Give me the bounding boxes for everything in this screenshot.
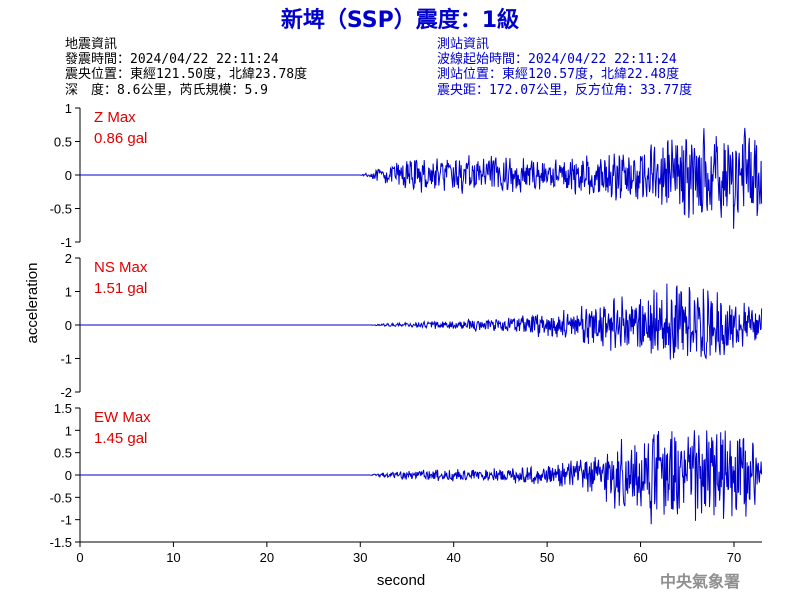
- earthquake-info: 地震資訊 發震時間：2024/04/22 22:11:24 震央位置：東經121…: [65, 37, 307, 98]
- x-tick-label: 40: [446, 550, 460, 565]
- max-value-label: 1.51 gal: [94, 280, 147, 297]
- y-tick-label: 1.5: [54, 401, 72, 416]
- y-tick-label: -2: [60, 385, 72, 400]
- waveform-panels: 1 0.5 0 -0.5 -1 Z Max 0.86 gal 2 1 0 -1 -2 NS Max 1.5…: [50, 101, 763, 550]
- y-tick-label: 1: [65, 101, 72, 116]
- y-axis-label: acceleration: [24, 263, 41, 344]
- x-tick-label: 50: [540, 550, 554, 565]
- x-axis-label: second: [377, 572, 425, 589]
- epicenter-location: 震央位置：東經121.50度，北緯23.78度: [65, 66, 307, 82]
- max-component-label: EW Max: [94, 409, 151, 426]
- agency-label: 中央氣象署: [660, 572, 740, 591]
- epicentral-distance: 震央距：172.07公里，反方位角：33.77度: [437, 82, 692, 98]
- y-tick-label: 1: [65, 423, 72, 438]
- max-value-label: 1.45 gal: [94, 430, 147, 447]
- x-tick-label: 70: [727, 550, 741, 565]
- x-tick-label: 10: [166, 550, 180, 565]
- y-tick-label: -0.5: [50, 202, 72, 217]
- figure-title: 新埤（SSP）震度：1級: [281, 7, 519, 33]
- y-tick-label: 1: [65, 285, 72, 300]
- panel-1: 2 1 0 -1 -2 NS Max 1.51 gal: [60, 251, 763, 400]
- panel-0: 1 0.5 0 -0.5 -1 Z Max 0.86 gal: [50, 101, 763, 250]
- depth-magnitude: 深 度：8.6公里，芮氏規模：5.9: [65, 82, 268, 98]
- station-location: 測站位置：東經120.57度，北緯22.48度: [437, 66, 679, 82]
- x-tick-label: 60: [633, 550, 647, 565]
- y-tick-label: -1: [60, 513, 72, 528]
- y-tick-label: 0: [65, 318, 72, 333]
- waveform-trace: [80, 430, 763, 525]
- y-tick-label: 0: [65, 468, 72, 483]
- x-tick-label: 20: [260, 550, 274, 565]
- origin-time: 發震時間：2024/04/22 22:11:24: [65, 52, 279, 67]
- x-axis: 0 10 20 30 40 50 60 70: [76, 541, 762, 565]
- y-tick-label: 0: [65, 168, 72, 183]
- x-tick-label: 0: [76, 550, 83, 565]
- x-tick-label: 30: [353, 550, 367, 565]
- y-tick-label: 0.5: [54, 135, 72, 150]
- max-component-label: Z Max: [94, 109, 136, 126]
- station-info: 測站資訊 波線起始時間：2024/04/22 22:11:24 測站位置：東經1…: [437, 37, 692, 98]
- earthquake-info-heading: 地震資訊: [65, 37, 117, 52]
- waveform-trace: [80, 283, 763, 360]
- y-tick-label: -1: [60, 235, 72, 250]
- waveform-start-time: 波線起始時間：2024/04/22 22:11:24: [437, 51, 677, 67]
- waveform-trace: [80, 127, 763, 229]
- y-tick-label: -0.5: [50, 490, 72, 505]
- max-value-label: 0.86 gal: [94, 130, 147, 147]
- max-component-label: NS Max: [94, 259, 148, 276]
- y-tick-label: -1.5: [50, 535, 72, 550]
- station-info-heading: 測站資訊: [437, 37, 489, 52]
- y-tick-label: -1: [60, 352, 72, 367]
- y-tick-label: 0.5: [54, 446, 72, 461]
- panel-2: 1.5 1 0.5 0 -0.5 -1 -1.5 EW Max 1.45 gal: [50, 401, 763, 550]
- y-tick-label: 2: [65, 251, 72, 266]
